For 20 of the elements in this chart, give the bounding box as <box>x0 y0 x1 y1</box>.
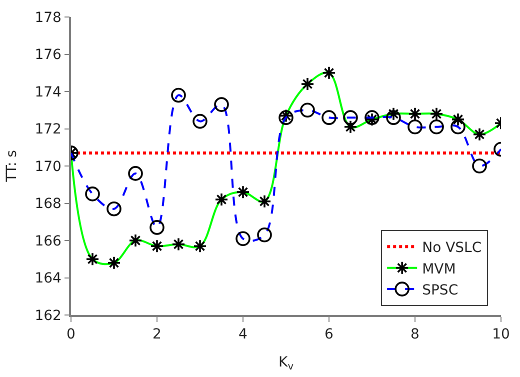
y-axis-title: TT: s <box>4 150 20 183</box>
x-tick-label: 6 <box>324 326 334 343</box>
y-tick-label: 162 <box>34 308 62 324</box>
x-tick-label: 0 <box>66 326 76 343</box>
y-tick-label: 170 <box>34 158 62 175</box>
legend-label: SPSC <box>422 282 458 299</box>
y-tick-label: 168 <box>34 196 62 212</box>
y-tick-label: 172 <box>34 122 62 138</box>
x-tick-label: 8 <box>410 326 420 343</box>
y-tick-label: 166 <box>34 233 62 250</box>
legend-label: No VSLC <box>422 240 482 256</box>
y-tick-label: 174 <box>34 84 62 100</box>
x-tick-label: 10 <box>492 326 510 343</box>
y-tick-label: 176 <box>34 47 62 64</box>
x-axis-title: K$_{v}$ <box>278 354 294 372</box>
x-tick-label: 4 <box>238 326 248 343</box>
y-tick-label: 164 <box>34 270 62 287</box>
legend-label: MVM <box>422 261 456 278</box>
x-tick-label: 2 <box>152 326 162 343</box>
y-tick-label: 178 <box>34 10 62 26</box>
